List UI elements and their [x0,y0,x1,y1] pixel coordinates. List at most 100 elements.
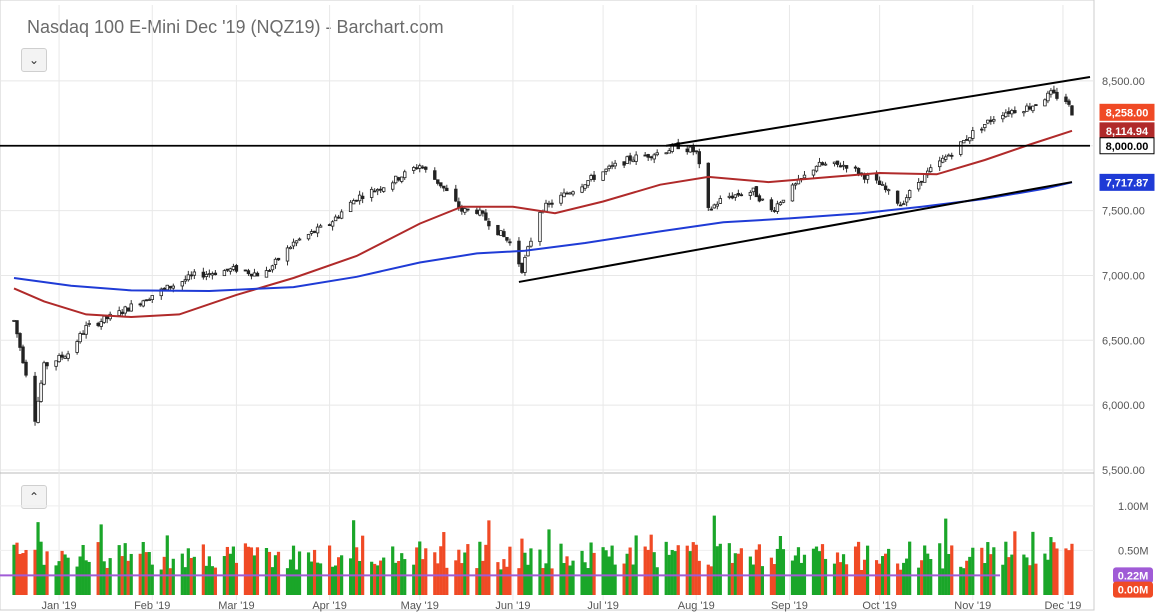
volume-bar [370,561,374,595]
volume-bar [799,562,804,595]
candle-body [907,190,912,198]
candle-body [330,221,335,227]
candle-body [730,195,735,199]
candle-body [622,161,626,166]
volume-bar [373,563,377,595]
candle-body [652,154,656,160]
candle-body [1028,106,1032,110]
volume-bar [189,558,193,595]
candle-body [415,167,419,170]
volume-bar [424,548,428,595]
volume-tick-label: 1.00M [1118,501,1149,513]
volume-bar [39,541,43,595]
candle-body [243,269,248,272]
candle-body [120,311,124,314]
volume-bar [294,569,299,595]
candle-body [853,166,858,169]
volume-bar [568,565,572,595]
volume-badge [1113,581,1153,598]
candle-body [297,238,302,241]
volume-bar [117,545,121,595]
volume-bar [902,562,906,595]
candle-body [267,270,272,272]
volume-bar [709,566,713,595]
volume-bar [670,549,674,595]
candle-body [823,163,828,166]
candle-body [962,140,966,144]
volume-bar [60,550,64,595]
volume-bar [394,562,398,595]
candle-body [898,204,903,207]
candle-body [631,159,635,163]
candle-body [583,184,587,189]
candle-body [499,230,503,236]
candle-body [249,273,254,277]
volume-bar [878,563,882,595]
candle-body [1007,111,1011,114]
collapse-price-pane-button[interactable]: ⌄ [21,48,47,72]
candle-body [856,167,861,175]
volume-bar [171,558,175,595]
candle-body [565,192,569,195]
candle-body [12,320,16,322]
candle-body [117,310,121,316]
candle-body [529,240,533,247]
candle-body [439,182,443,187]
candle-body [959,141,963,155]
volume-bar [754,549,758,595]
candle-body [919,180,924,183]
volume-bar [355,547,359,595]
volume-bar [646,549,650,595]
volume-bar [817,551,822,595]
candle-body [1052,89,1056,94]
candle-body [811,169,816,176]
candle-body [475,209,479,214]
candle-body [832,161,837,165]
volume-bar [454,560,458,595]
volume-bar [403,559,407,595]
candle-body [817,161,822,167]
candle-body [901,203,906,206]
volume-bar [352,520,356,595]
volume-bar [457,549,461,595]
volume-bar [108,558,112,595]
candle-body [965,138,969,141]
volume-bar [853,546,858,595]
volume-bar [823,558,828,595]
volume-bar [99,524,103,595]
candle-body [841,164,846,167]
volume-bar [1004,541,1008,595]
volume-bar [418,541,422,595]
price-badge-label: 8,258.00 [1106,107,1149,119]
candle-body [727,195,732,198]
candle-body [697,151,701,165]
candle-body [123,306,127,314]
candle-body [538,211,542,243]
volume-bar [673,551,677,595]
candle-body [246,270,251,275]
volume-bar [520,538,524,595]
volume-bar [180,553,184,595]
candle-body [496,224,500,236]
candle-body [1004,112,1008,118]
candle-body [42,362,46,385]
volume-bar [144,552,148,595]
volume-badge-label: 0.22M [1118,570,1149,582]
volume-bar [718,543,722,595]
candle-body [838,165,843,168]
volume-bar [499,569,503,595]
volume-bar [688,551,692,595]
candle-body [63,356,67,359]
y-tick-label: 5,500.00 [1102,465,1145,477]
candle-body [138,303,142,306]
volume-bar [778,536,783,595]
candle-body [520,262,524,273]
candle-body [751,187,756,193]
volume-bar [463,552,467,595]
collapse-volume-pane-button[interactable]: ⌃ [21,485,47,509]
candle-body [604,168,608,172]
candle-body [276,257,281,261]
candle-body [1046,92,1050,102]
volume-bar [1052,542,1056,595]
volume-bar [965,560,969,595]
